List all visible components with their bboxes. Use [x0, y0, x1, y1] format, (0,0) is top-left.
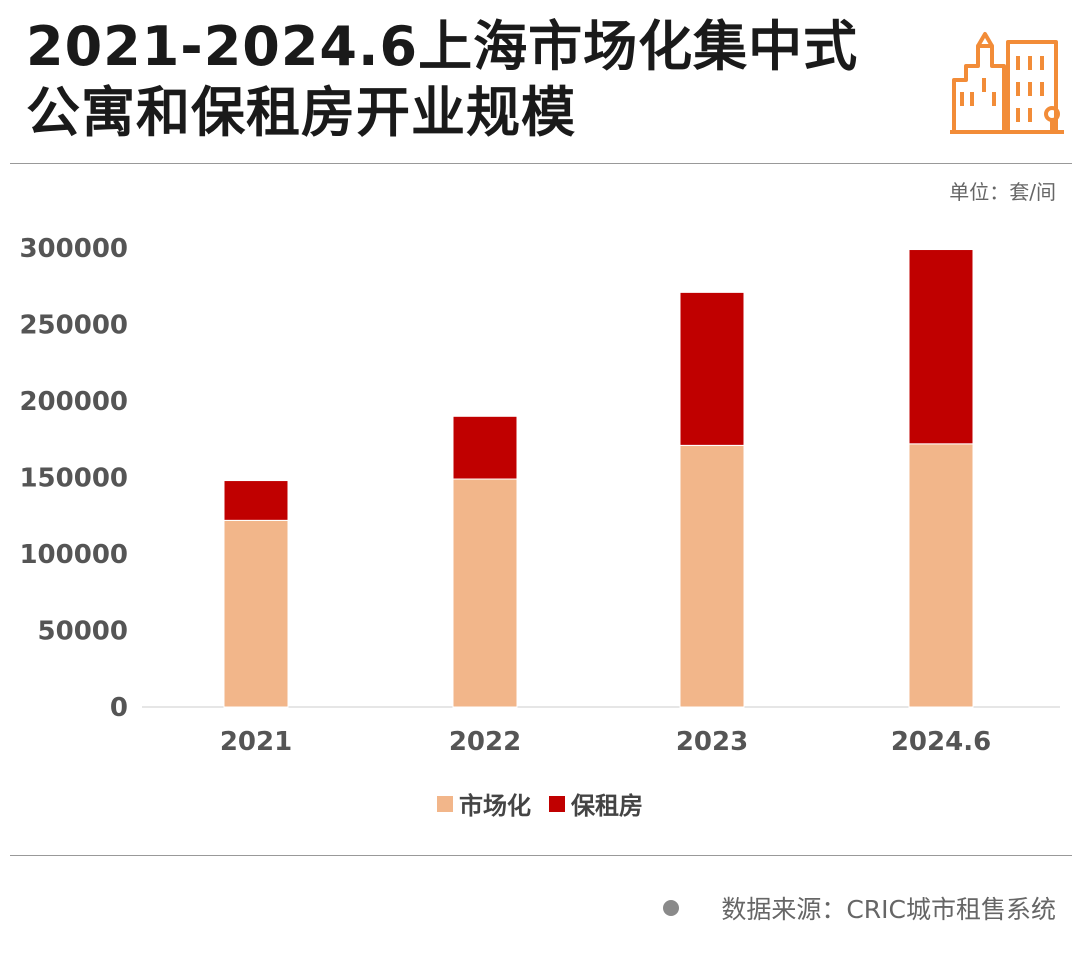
bar-affordable-3: [908, 249, 974, 445]
bottom-divider: [10, 855, 1072, 856]
bar-market-2: [679, 444, 745, 708]
title-line-2: 公寓和保租房开业规模: [26, 81, 576, 144]
x-tick-label: 2021: [220, 727, 292, 757]
y-tick-label: 100000: [19, 540, 128, 570]
dot-icon: [663, 900, 680, 916]
y-tick-label: 300000: [19, 234, 128, 264]
bar-affordable-1: [452, 415, 518, 480]
unit-label: 单位：套/间: [949, 180, 1056, 204]
chart-title: 2021-2024.6上海市场化集中式 公寓和保租房开业规模: [26, 14, 858, 146]
bar-market-3: [908, 443, 974, 708]
bar-market-0: [223, 519, 289, 708]
y-tick-label: 0: [110, 693, 128, 723]
chart-legend: 市场化 保租房: [0, 786, 1080, 821]
legend-item-market: 市场化: [437, 786, 531, 821]
city-buildings-icon: [950, 32, 1064, 134]
title-line-1: 2021-2024.6上海市场化集中式: [26, 15, 859, 78]
x-tick-label: 2023: [676, 727, 748, 757]
y-tick-label: 50000: [38, 617, 128, 647]
source-label: 数据来源：CRIC城市租售系统: [721, 895, 1056, 924]
legend-swatch-affordable: [549, 795, 565, 812]
legend-swatch-market: [437, 795, 453, 812]
y-tick-label: 150000: [19, 464, 128, 494]
top-divider: [10, 163, 1072, 164]
x-tick-label: 2022: [449, 727, 521, 757]
y-tick-label: 250000: [19, 311, 128, 341]
legend-label-market: 市场化: [459, 792, 531, 820]
bar-affordable-0: [223, 480, 289, 521]
x-tick-label: 2024.6: [891, 727, 991, 757]
data-source: 数据来源：CRIC城市租售系统: [663, 890, 1056, 926]
legend-item-affordable: 保租房: [549, 786, 643, 821]
y-tick-label: 200000: [19, 387, 128, 417]
legend-label-affordable: 保租房: [571, 792, 643, 820]
bar-affordable-2: [679, 291, 745, 446]
bar-market-1: [452, 478, 518, 708]
